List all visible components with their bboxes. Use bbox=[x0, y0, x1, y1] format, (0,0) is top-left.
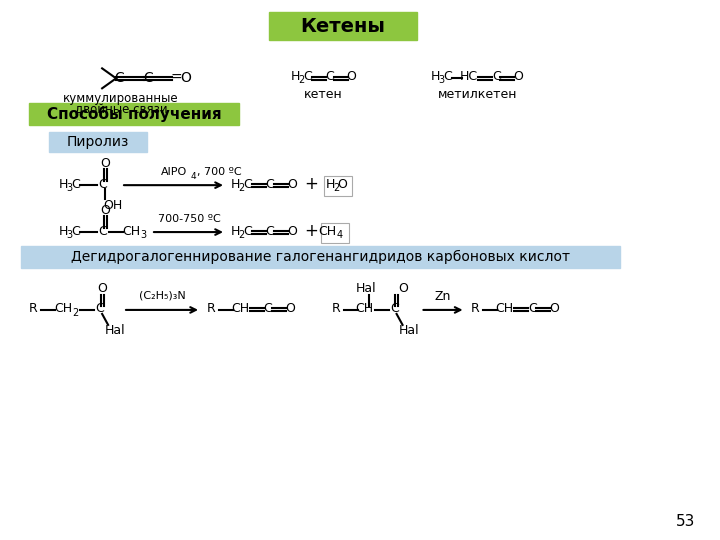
Text: C: C bbox=[266, 178, 274, 191]
FancyBboxPatch shape bbox=[22, 246, 620, 268]
Text: O: O bbox=[287, 178, 297, 191]
Text: Hal: Hal bbox=[105, 325, 125, 338]
Text: H: H bbox=[58, 178, 68, 191]
Text: OH: OH bbox=[104, 199, 122, 212]
Text: C: C bbox=[528, 302, 536, 315]
Text: 4: 4 bbox=[191, 172, 197, 181]
Text: C: C bbox=[71, 225, 79, 238]
Text: R: R bbox=[331, 302, 340, 315]
Text: 3: 3 bbox=[140, 230, 146, 240]
Text: +: + bbox=[304, 175, 318, 193]
Text: 2: 2 bbox=[299, 76, 305, 85]
Text: Кетены: Кетены bbox=[300, 17, 385, 36]
Text: двойные связи: двойные связи bbox=[75, 103, 167, 116]
Text: O: O bbox=[347, 70, 356, 83]
Text: O: O bbox=[399, 282, 408, 295]
Text: O: O bbox=[100, 204, 110, 217]
Text: кетен: кетен bbox=[305, 88, 343, 101]
Text: 2: 2 bbox=[239, 230, 245, 240]
Text: H: H bbox=[291, 70, 300, 83]
Text: (C₂H₅)₃N: (C₂H₅)₃N bbox=[139, 291, 185, 301]
Text: O: O bbox=[549, 302, 559, 315]
Text: H: H bbox=[326, 178, 336, 191]
Text: 3: 3 bbox=[66, 230, 72, 240]
Text: CH: CH bbox=[495, 302, 513, 315]
Text: C: C bbox=[325, 70, 334, 83]
Text: R: R bbox=[207, 302, 215, 315]
Text: CH: CH bbox=[122, 225, 140, 238]
Text: O: O bbox=[100, 157, 110, 170]
Text: =: = bbox=[170, 71, 181, 85]
Text: C: C bbox=[443, 70, 452, 83]
Text: O: O bbox=[181, 71, 192, 85]
Text: C: C bbox=[143, 71, 153, 85]
Text: метилкетен: метилкетен bbox=[438, 88, 517, 101]
Text: куммулированные: куммулированные bbox=[63, 92, 179, 105]
Text: 700-750 ºC: 700-750 ºC bbox=[158, 214, 220, 224]
Text: R: R bbox=[29, 302, 37, 315]
Text: H: H bbox=[231, 225, 240, 238]
Text: 3: 3 bbox=[66, 183, 72, 193]
Text: , 700 ºC: , 700 ºC bbox=[197, 167, 242, 177]
Text: H: H bbox=[58, 225, 68, 238]
Text: C: C bbox=[266, 225, 274, 238]
FancyBboxPatch shape bbox=[49, 132, 147, 152]
Text: 53: 53 bbox=[675, 514, 695, 529]
Text: C: C bbox=[492, 70, 501, 83]
Text: HC: HC bbox=[459, 70, 477, 83]
Text: C: C bbox=[243, 178, 252, 191]
Text: 2: 2 bbox=[333, 183, 340, 193]
Text: O: O bbox=[513, 70, 523, 83]
Text: Пиролиз: Пиролиз bbox=[67, 135, 130, 149]
Text: +: + bbox=[304, 222, 318, 240]
Text: C: C bbox=[114, 71, 124, 85]
Text: CH: CH bbox=[356, 302, 374, 315]
Text: Дегидрогалогеннирование галогенангидридов карбоновых кислот: Дегидрогалогеннирование галогенангидридо… bbox=[71, 250, 570, 264]
Text: C: C bbox=[390, 302, 399, 315]
Text: 3: 3 bbox=[438, 76, 444, 85]
Text: O: O bbox=[97, 282, 107, 295]
Text: C: C bbox=[99, 178, 107, 191]
Text: H: H bbox=[431, 70, 440, 83]
Text: Hal: Hal bbox=[398, 325, 419, 338]
Text: C: C bbox=[264, 302, 272, 315]
Text: H: H bbox=[231, 178, 240, 191]
Text: CH: CH bbox=[319, 225, 337, 238]
Text: O: O bbox=[285, 302, 294, 315]
Text: 4: 4 bbox=[337, 230, 343, 240]
Text: 2: 2 bbox=[239, 183, 245, 193]
Text: O: O bbox=[338, 178, 348, 191]
Text: CH: CH bbox=[231, 302, 249, 315]
FancyBboxPatch shape bbox=[30, 103, 239, 125]
Text: Zn: Zn bbox=[434, 291, 451, 303]
Text: C: C bbox=[243, 225, 252, 238]
Text: C: C bbox=[303, 70, 312, 83]
Text: C: C bbox=[99, 225, 107, 238]
Text: C: C bbox=[71, 178, 79, 191]
Text: C: C bbox=[96, 302, 104, 315]
Text: O: O bbox=[287, 225, 297, 238]
Text: 2: 2 bbox=[72, 308, 78, 318]
Text: Hal: Hal bbox=[356, 282, 376, 295]
Text: CH: CH bbox=[54, 302, 72, 315]
FancyBboxPatch shape bbox=[269, 12, 417, 40]
Text: R: R bbox=[471, 302, 480, 315]
Text: Способы получения: Способы получения bbox=[47, 106, 221, 122]
Text: AlPO: AlPO bbox=[161, 167, 187, 177]
